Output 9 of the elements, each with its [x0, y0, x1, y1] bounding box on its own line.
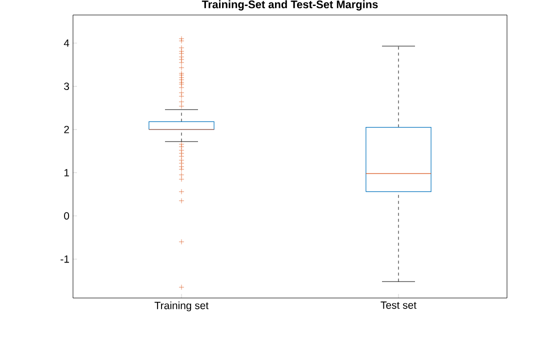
- chart-title: Training-Set and Test-Set Margins: [202, 0, 378, 10]
- y-tick-label: 3: [64, 82, 70, 90]
- y-tick-label: 2: [64, 126, 69, 134]
- x-tick-label: Training set: [154, 302, 209, 312]
- y-tick-label: 4: [64, 39, 70, 47]
- x-tick-label: Test set: [380, 302, 416, 309]
- y-tick-label: 0: [64, 212, 70, 220]
- y-tick-label: -1: [60, 256, 69, 263]
- y-tick-label: 1: [64, 169, 69, 176]
